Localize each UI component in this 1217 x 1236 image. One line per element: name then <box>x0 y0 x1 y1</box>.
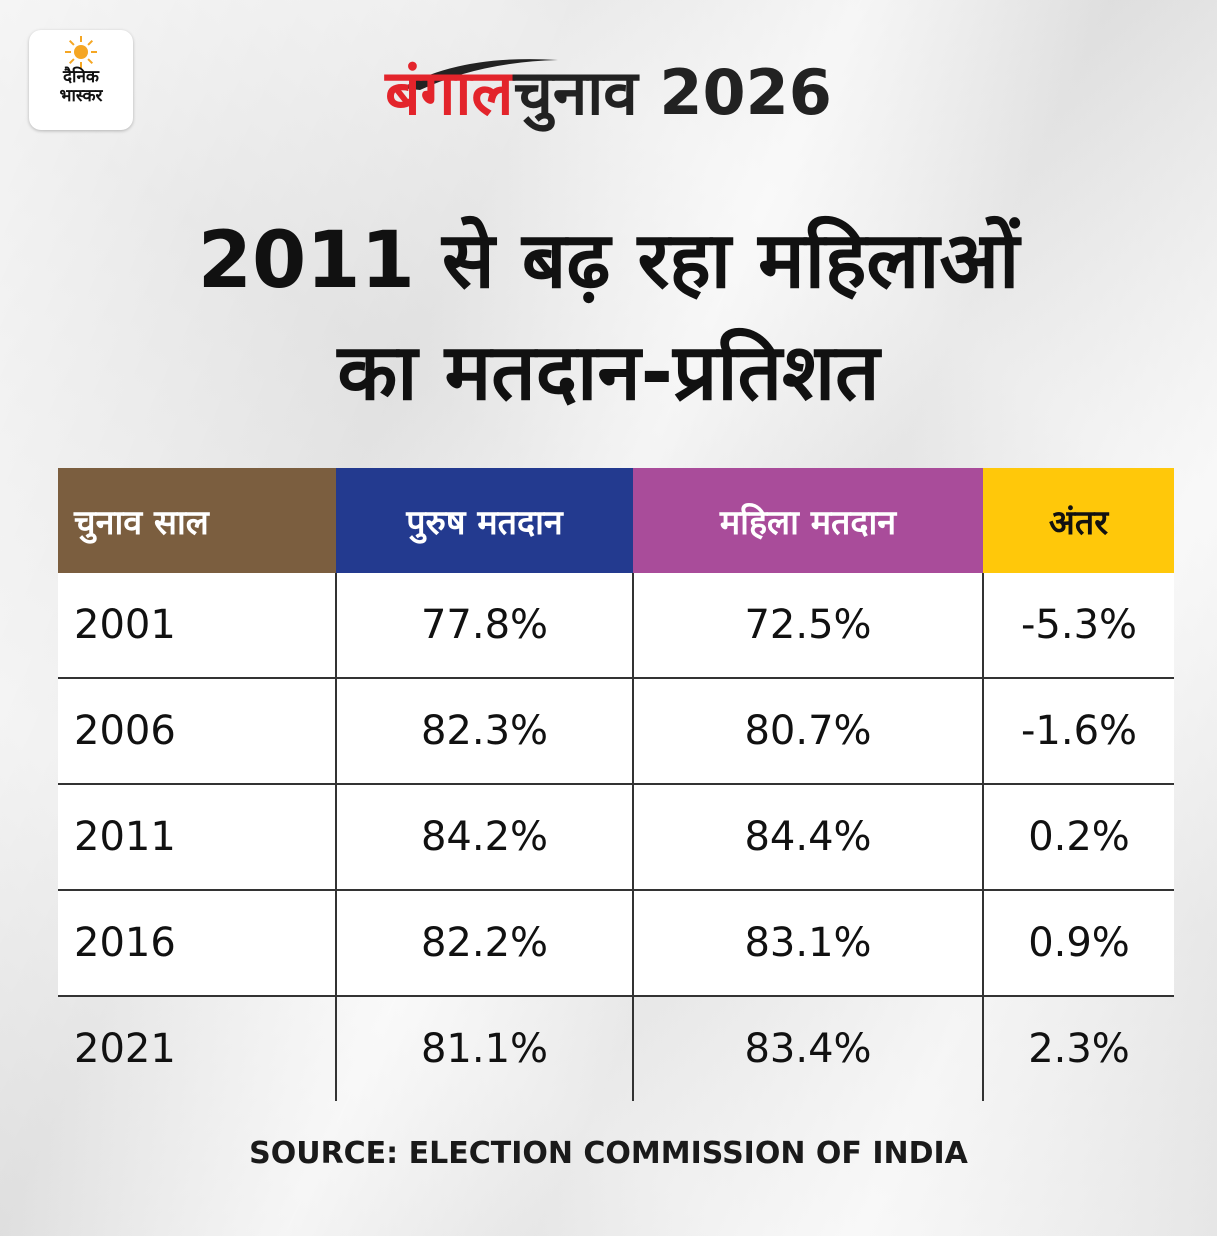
cell-male: 82.3% <box>335 678 633 785</box>
table-row: 2011 84.2% 84.4% 0.2% <box>58 784 1174 891</box>
sun-icon <box>65 36 97 68</box>
cell-diff: -1.6% <box>982 678 1174 785</box>
logo-line-1: दैनिक <box>63 67 99 87</box>
masthead-bengal: बंगाल <box>385 56 514 129</box>
cell-diff: 0.9% <box>982 890 1174 997</box>
header-male-turnout: पुरुष मतदान <box>336 468 633 573</box>
header-year: चुनाव साल <box>58 468 336 573</box>
cell-diff: 0.2% <box>982 784 1174 891</box>
cell-female: 83.4% <box>632 996 983 1101</box>
cell-female: 80.7% <box>632 678 983 785</box>
cell-female: 72.5% <box>632 573 983 679</box>
table-row: 2021 81.1% 83.4% 2.3% <box>58 996 1174 1101</box>
title-line-2: का मतदान-प्रतिशत <box>337 328 880 418</box>
masthead-election: चुनाव 2026 <box>513 56 832 129</box>
cell-year: 2001 <box>58 573 336 679</box>
dainik-bhaskar-logo: दैनिक भास्कर <box>29 30 133 130</box>
cell-female: 84.4% <box>632 784 983 891</box>
turnout-table: चुनाव साल पुरुष मतदान महिला मतदान अंतर 2… <box>58 468 1174 1101</box>
title-line-1: 2011 से बढ़ रहा महिलाओं <box>197 216 1020 306</box>
source-note: SOURCE: ELECTION COMMISSION OF INDIA <box>249 1136 968 1171</box>
masthead: बंगालचुनाव 2026 <box>0 48 1217 138</box>
table-row: 2001 77.8% 72.5% -5.3% <box>58 573 1174 679</box>
cell-male: 81.1% <box>335 996 633 1101</box>
cell-diff: 2.3% <box>982 996 1174 1101</box>
table-row: 2016 82.2% 83.1% 0.9% <box>58 890 1174 997</box>
cell-year: 2006 <box>58 678 336 785</box>
cell-male: 84.2% <box>335 784 633 891</box>
logo-line-2: भास्कर <box>59 86 103 106</box>
brush-stroke-decoration <box>402 59 558 90</box>
cell-female: 83.1% <box>632 890 983 997</box>
cell-male: 77.8% <box>335 573 633 679</box>
header-female-turnout: महिला मतदान <box>633 468 983 573</box>
cell-diff: -5.3% <box>982 573 1174 679</box>
header-difference: अंतर <box>983 468 1174 573</box>
cell-male: 82.2% <box>335 890 633 997</box>
table-header-row: चुनाव साल पुरुष मतदान महिला मतदान अंतर <box>58 468 1174 573</box>
cell-year: 2016 <box>58 890 336 997</box>
cell-year: 2021 <box>74 1026 176 1072</box>
table-row: 2006 82.3% 80.7% -1.6% <box>58 678 1174 785</box>
page-title: 2011 से बढ़ रहा महिलाओं का मतदान-प्रतिशत <box>0 205 1217 429</box>
cell-year: 2011 <box>58 784 336 891</box>
